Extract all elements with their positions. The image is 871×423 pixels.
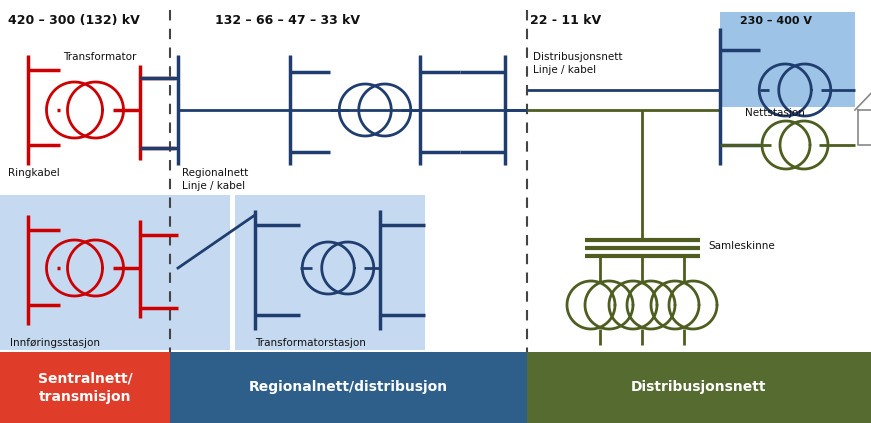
Bar (170, 352, 527, 423)
Bar (720, 12, 855, 107)
Text: Regionalnett
Linje / kabel: Regionalnett Linje / kabel (182, 168, 248, 191)
Text: Sentralnett/
transmisjon: Sentralnett/ transmisjon (37, 371, 132, 404)
Text: Distribusjonsnett
Linje / kabel: Distribusjonsnett Linje / kabel (533, 52, 623, 75)
Text: Ringkabel: Ringkabel (8, 168, 60, 178)
Text: Samleskinne: Samleskinne (708, 241, 774, 251)
Text: Innføringsstasjon: Innføringsstasjon (10, 338, 100, 348)
Text: 420 – 300 (132) kV: 420 – 300 (132) kV (8, 14, 139, 27)
Bar (235, 195, 425, 350)
Bar (0, 352, 170, 423)
Text: 132 – 66 – 47 – 33 kV: 132 – 66 – 47 – 33 kV (215, 14, 360, 27)
Text: Transformatorstasjon: Transformatorstasjon (255, 338, 366, 348)
Bar (0, 195, 230, 350)
Text: Distribusjonsnett: Distribusjonsnett (631, 381, 766, 395)
Bar (527, 352, 871, 423)
Text: Nettstasjon: Nettstasjon (745, 108, 805, 118)
Text: Regionalnett/distribusjon: Regionalnett/distribusjon (249, 381, 448, 395)
Text: Transformator: Transformator (63, 52, 137, 62)
Text: 230 – 400 V: 230 – 400 V (740, 16, 812, 26)
Text: 22 - 11 kV: 22 - 11 kV (530, 14, 601, 27)
